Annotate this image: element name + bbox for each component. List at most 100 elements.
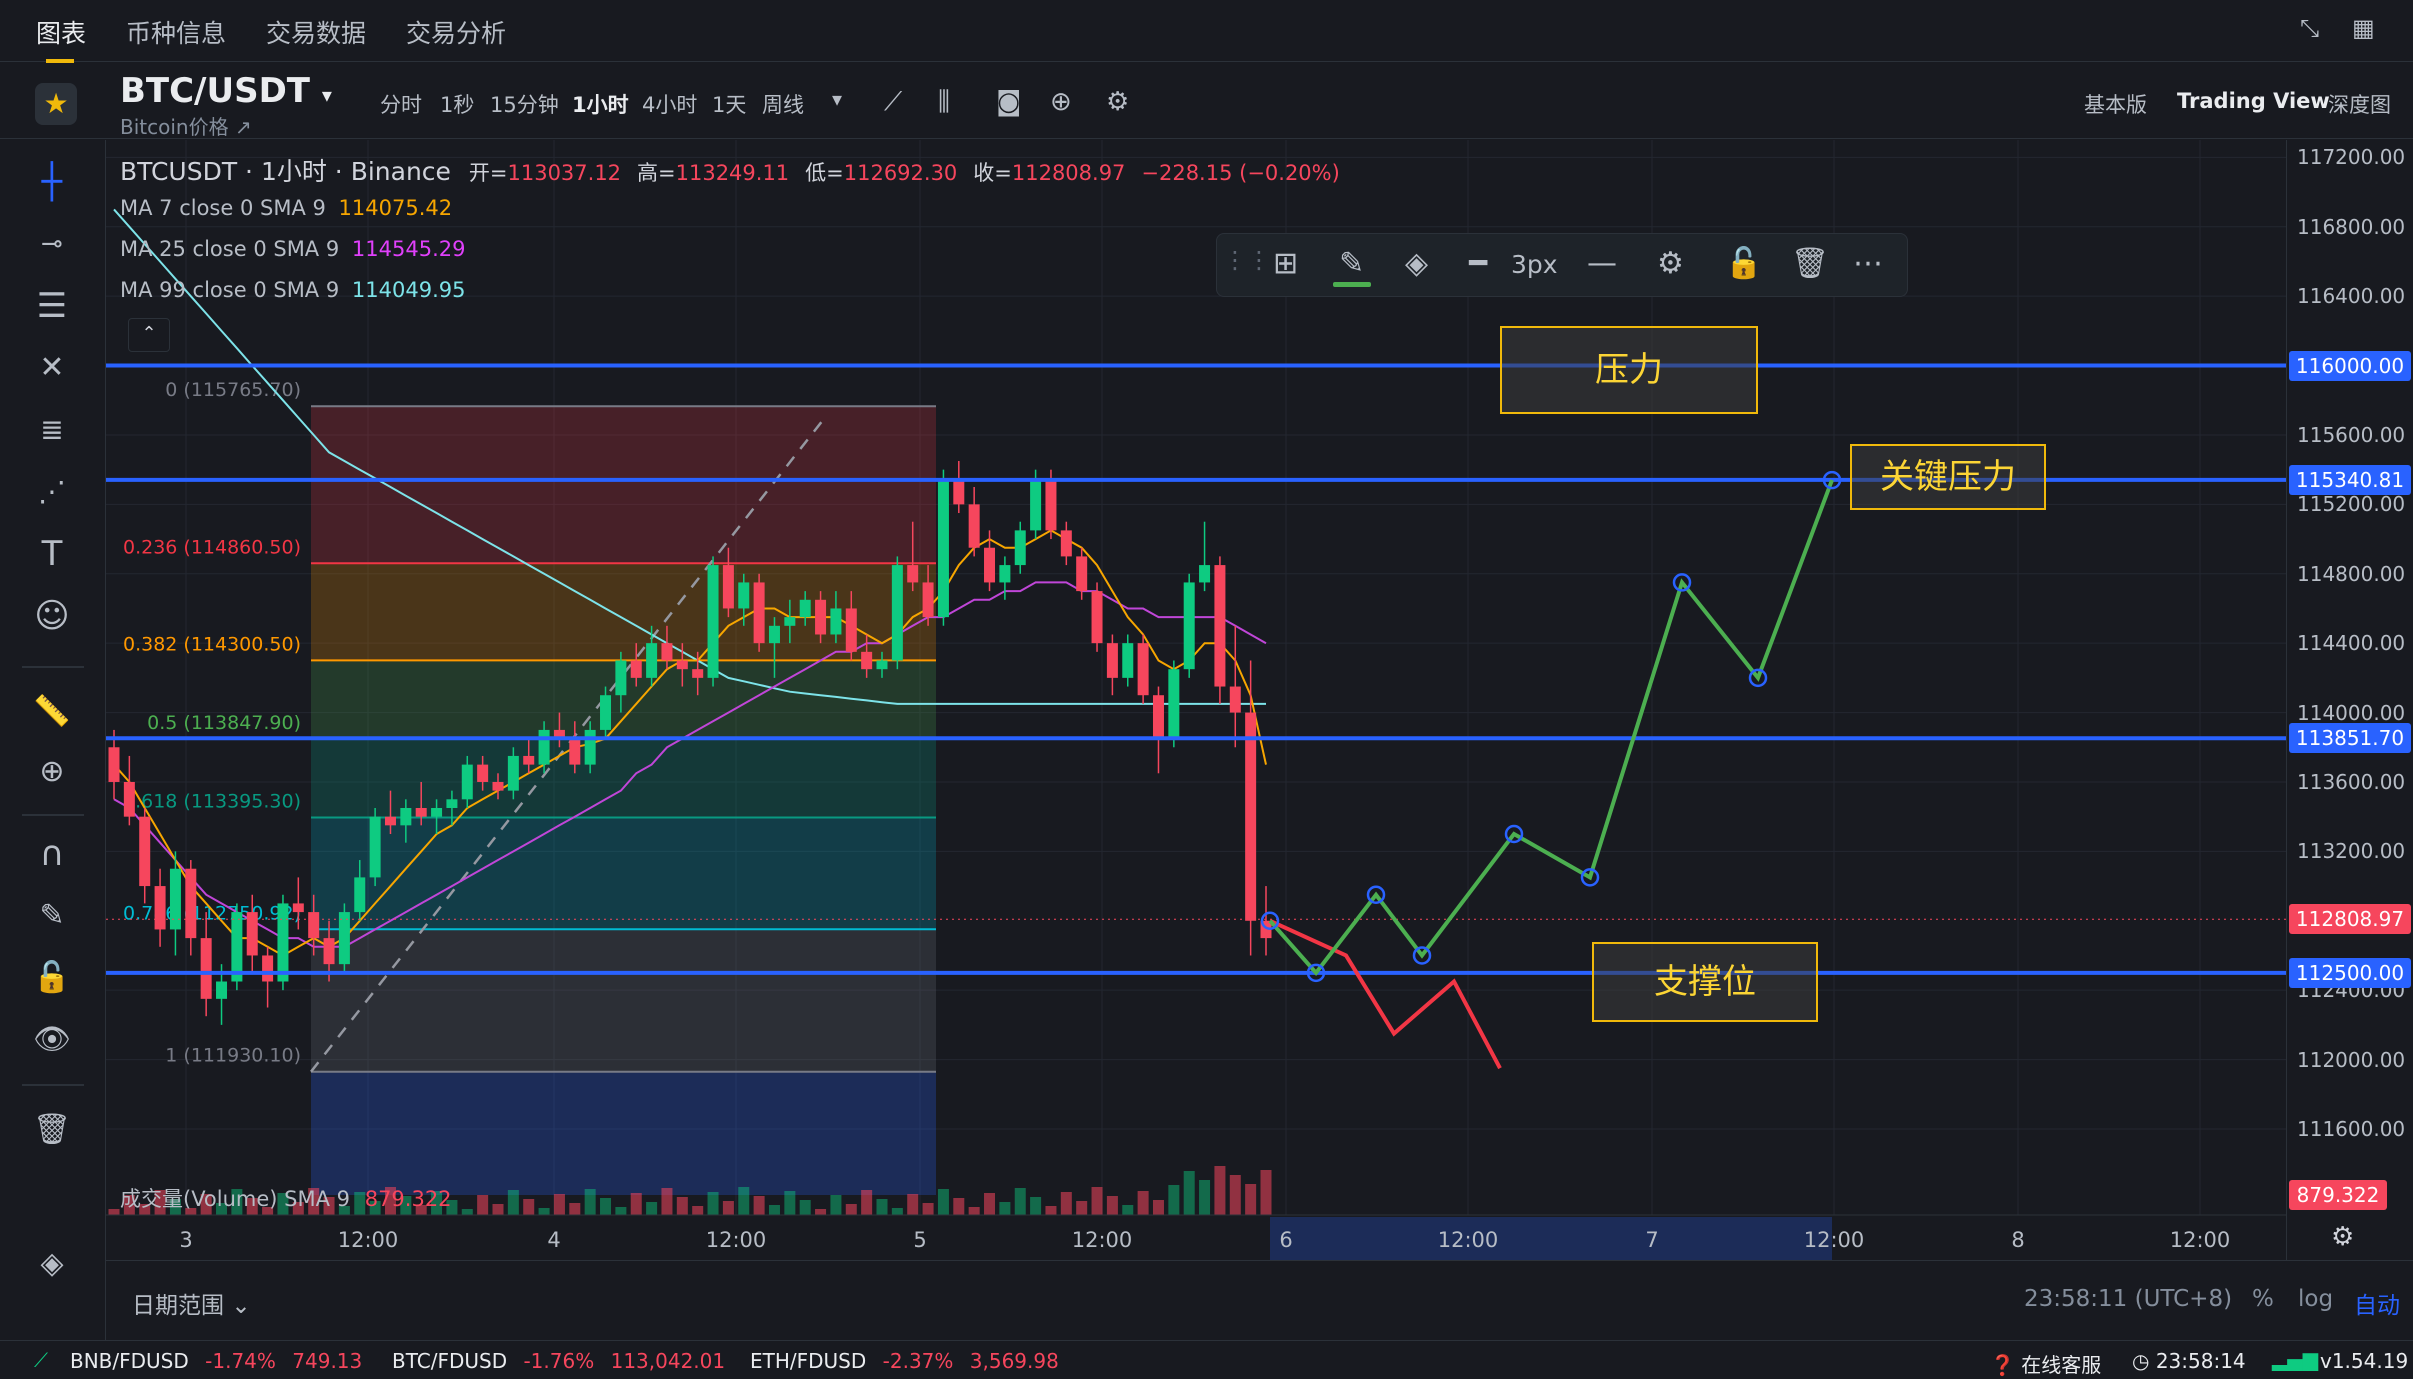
ruler-icon[interactable]: 📏: [33, 694, 71, 729]
emoji-icon[interactable]: ☺: [34, 596, 70, 636]
view-tradingview[interactable]: Trading View: [2177, 89, 2330, 113]
pitchfork-icon[interactable]: ✕: [39, 350, 65, 385]
candle-body: [246, 912, 258, 956]
timeframe-15m[interactable]: 15分钟: [490, 93, 559, 117]
price-tick-label: 113200.00: [2297, 839, 2406, 864]
projection-anchor-point: [1672, 573, 1692, 592]
symbol-subtitle[interactable]: Bitcoin价格 ↗: [120, 115, 252, 139]
volume-bar: [1106, 1196, 1118, 1215]
percent-toggle[interactable]: %: [2252, 1286, 2274, 1312]
volume-bar: [446, 1200, 458, 1215]
symbol-selector[interactable]: BTC/USDT ▾: [120, 71, 332, 111]
trash-icon[interactable]: 🗑: [32, 1112, 72, 1147]
tab-chart[interactable]: 图表: [36, 19, 87, 48]
more-timeframes-icon[interactable]: ▾: [832, 87, 843, 111]
candle-body: [768, 625, 780, 644]
ma7-legend[interactable]: MA 7 close 0 SMA 9 114075.42: [120, 196, 452, 220]
collapse-legend-button[interactable]: ⌃: [128, 318, 170, 352]
ticker-btc[interactable]: BTC/FDUSD -1.76% 113,042.01: [392, 1349, 725, 1373]
ticker-eth[interactable]: ETH/FDUSD -2.37% 3,569.98: [750, 1349, 1059, 1373]
ma25-legend[interactable]: MA 25 close 0 SMA 9 114545.29: [120, 237, 465, 261]
delete-icon[interactable]: 🗑: [1791, 246, 1830, 281]
volume-bar: [768, 1205, 780, 1215]
settings-icon[interactable]: ⚙: [1106, 87, 1130, 117]
pattern-icon[interactable]: ⋰: [38, 475, 66, 508]
indicators-icon[interactable]: ⟋: [884, 87, 903, 117]
time-tick-label: 12:00: [2170, 1228, 2231, 1252]
timeframe-1h[interactable]: 1小时: [572, 93, 629, 117]
add-icon[interactable]: ⊕: [1050, 87, 1072, 117]
volume-bar: [1152, 1200, 1164, 1215]
volume-bar: [830, 1195, 842, 1215]
axis-settings-icon[interactable]: ⚙: [2331, 1222, 2355, 1252]
drag-handle-icon[interactable]: ⋮⋮: [1223, 246, 1271, 274]
tab-trading-analysis[interactable]: 交易分析: [406, 19, 507, 48]
pencil-color-icon[interactable]: ✎: [1339, 246, 1365, 281]
candle-body: [1214, 565, 1226, 687]
volume-bar: [139, 1204, 151, 1215]
line-width-icon[interactable]: ━: [1469, 246, 1488, 281]
crosshair-icon[interactable]: ┼: [41, 162, 63, 202]
chart-canvas[interactable]: 0 (115765.70) 0.236 (114860.50) 0.382 (114…: [106, 140, 2286, 1260]
lock-drawing-icon[interactable]: ✎: [39, 898, 65, 933]
candle-type-icon[interactable]: ⫼: [938, 87, 950, 117]
text-tool-icon[interactable]: T: [41, 534, 63, 574]
auto-scale-toggle[interactable]: 自动: [2354, 1293, 2400, 1319]
time-tick-label: 12:00: [706, 1228, 767, 1252]
price-axis[interactable]: 117200.00 116800.00 116400.00 115600.00 1152…: [2286, 140, 2413, 1260]
magnet-icon[interactable]: ∩: [39, 834, 65, 874]
horizontal-lines-icon[interactable]: ☰: [36, 286, 68, 326]
annotation-resistance[interactable]: 压力: [1500, 326, 1758, 414]
more-icon[interactable]: ⋯: [1853, 246, 1883, 281]
grid-layout-icon[interactable]: ▦: [2352, 14, 2375, 42]
annotation-support[interactable]: 支撑位: [1592, 942, 1818, 1022]
lock-icon[interactable]: 🔓: [1725, 246, 1763, 281]
view-basic[interactable]: 基本版: [2084, 93, 2147, 117]
date-range-button[interactable]: 日期范围 ⌄: [132, 1286, 251, 1320]
volume-bar: [676, 1197, 688, 1215]
candle-body: [108, 747, 120, 782]
eye-icon[interactable]: 👁: [32, 1022, 72, 1057]
settings-icon[interactable]: ⚙: [1657, 246, 1684, 281]
add-template-icon[interactable]: ⊞: [1273, 246, 1299, 281]
annotation-key-resistance[interactable]: 关键压力: [1850, 444, 2046, 510]
fib-retracement-icon[interactable]: ≣: [40, 413, 64, 446]
favorite-star-icon[interactable]: ★: [35, 83, 77, 125]
timeframe-1d[interactable]: 1天: [712, 93, 747, 117]
camera-icon[interactable]: ◙: [996, 87, 1022, 117]
ticker-change: -2.37%: [882, 1349, 954, 1373]
candle-body: [861, 651, 873, 670]
tab-coin-info[interactable]: 币种信息: [126, 19, 227, 48]
collapse-icon[interactable]: ⤡: [2300, 14, 2320, 42]
timeframe-1s[interactable]: 1秒: [440, 93, 475, 117]
online-support-link[interactable]: ❓ 在线客服: [1990, 1349, 2101, 1378]
ma99-legend[interactable]: MA 99 close 0 SMA 9 114049.95: [120, 278, 465, 302]
log-toggle[interactable]: log: [2298, 1286, 2334, 1312]
zoom-in-icon[interactable]: ⊕: [39, 754, 65, 789]
ma7-label: MA 7 close 0 SMA 9: [120, 196, 326, 220]
unlock-icon[interactable]: 🔓: [33, 960, 71, 995]
timeframe-4h[interactable]: 4小时: [642, 93, 698, 117]
line-style-icon[interactable]: —: [1587, 246, 1617, 281]
fill-color-icon[interactable]: ◈: [1405, 246, 1429, 281]
ma25-label: MA 25 close 0 SMA 9: [120, 237, 340, 261]
candle-body: [984, 547, 996, 583]
ticker-bnb[interactable]: BNB/FDUSD -1.74% 749.13: [70, 1349, 362, 1373]
view-depth[interactable]: 深度图: [2328, 93, 2391, 117]
toolbar-divider: [22, 666, 84, 668]
ma99-label: MA 99 close 0 SMA 9: [120, 278, 340, 302]
trend-line-icon[interactable]: ⊸: [41, 229, 63, 259]
projection-anchor-point: [1412, 946, 1432, 965]
price-chart[interactable]: 0 (115765.70) 0.236 (114860.50) 0.382 (114…: [106, 140, 2286, 1260]
tab-trading-data[interactable]: 交易数据: [266, 19, 367, 48]
line-width-label[interactable]: 3px: [1511, 250, 1558, 279]
candle-body: [400, 807, 412, 826]
volume-bar: [277, 1193, 289, 1215]
candle-body: [815, 599, 827, 635]
timeframe-1w[interactable]: 周线: [762, 93, 804, 117]
candle-body: [277, 903, 289, 982]
legend-title: BTCUSDT · 1小时 · Binance: [120, 157, 451, 186]
timeframe-line[interactable]: 分时: [380, 93, 422, 117]
layers-icon[interactable]: ◈: [40, 1246, 64, 1281]
candle-body: [292, 903, 304, 913]
